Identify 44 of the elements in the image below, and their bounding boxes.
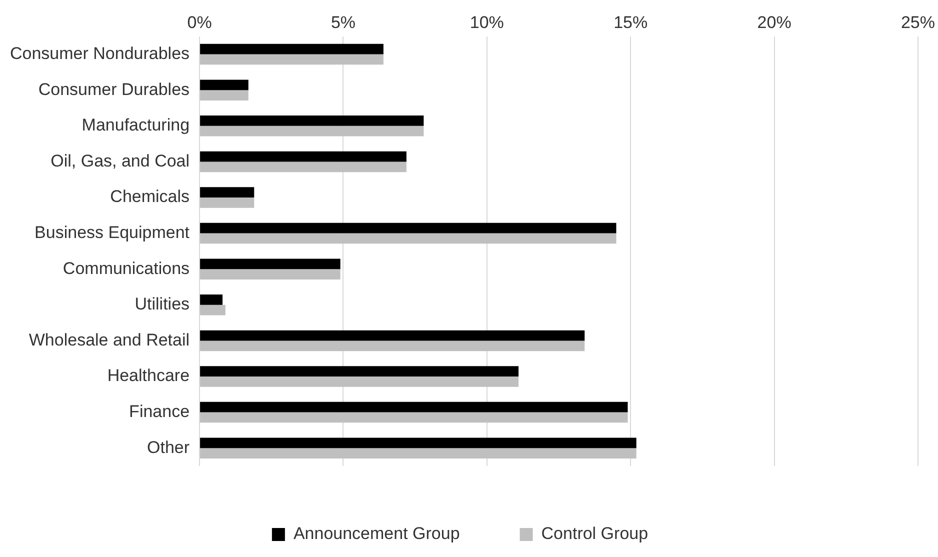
bar bbox=[200, 448, 636, 458]
y-tick-label: Wholesale and Retail bbox=[28, 330, 190, 350]
bar bbox=[200, 126, 424, 136]
legend-label: Announcement Group bbox=[293, 524, 460, 544]
bar bbox=[200, 54, 384, 65]
bar bbox=[200, 233, 616, 244]
bar bbox=[200, 340, 585, 352]
y-tick-label: Oil, Gas, and Coal bbox=[50, 151, 190, 170]
x-tick-label: 25% bbox=[900, 12, 936, 32]
bar bbox=[200, 366, 519, 376]
bar bbox=[200, 187, 254, 198]
x-tick-label: 20% bbox=[757, 12, 792, 32]
y-tick-label: Communications bbox=[62, 258, 190, 278]
y-tick-label: Healthcare bbox=[107, 366, 190, 386]
bar bbox=[200, 402, 628, 412]
bar bbox=[200, 151, 406, 162]
bar bbox=[200, 222, 616, 234]
y-tick-label: Chemicals bbox=[110, 187, 190, 206]
bar bbox=[200, 80, 248, 90]
y-tick-label: Other bbox=[147, 438, 190, 457]
bar bbox=[200, 258, 340, 270]
bar bbox=[200, 304, 226, 316]
y-tick-label: Consumer Durables bbox=[38, 80, 190, 99]
y-tick-label: Consumer Nondurables bbox=[10, 44, 190, 63]
bar bbox=[200, 438, 636, 448]
bar bbox=[200, 90, 248, 100]
bar bbox=[200, 44, 384, 54]
bar bbox=[200, 116, 424, 126]
bar bbox=[200, 294, 223, 305]
x-tick-label: 5% bbox=[330, 12, 356, 32]
x-tick-label: 0% bbox=[187, 12, 212, 32]
bar bbox=[200, 162, 406, 172]
bar bbox=[200, 269, 340, 280]
bar bbox=[200, 198, 254, 208]
y-tick-label: Finance bbox=[129, 402, 190, 421]
bar bbox=[200, 330, 585, 341]
bar bbox=[200, 412, 628, 423]
y-tick-label: Manufacturing bbox=[82, 116, 190, 135]
y-tick-label: Utilities bbox=[134, 294, 190, 314]
legend-label: Control Group bbox=[541, 524, 648, 544]
bar bbox=[200, 376, 519, 387]
x-tick-label: 10% bbox=[470, 12, 504, 32]
x-tick-label: 15% bbox=[614, 12, 648, 32]
y-tick-label: Business Equipment bbox=[34, 222, 190, 242]
